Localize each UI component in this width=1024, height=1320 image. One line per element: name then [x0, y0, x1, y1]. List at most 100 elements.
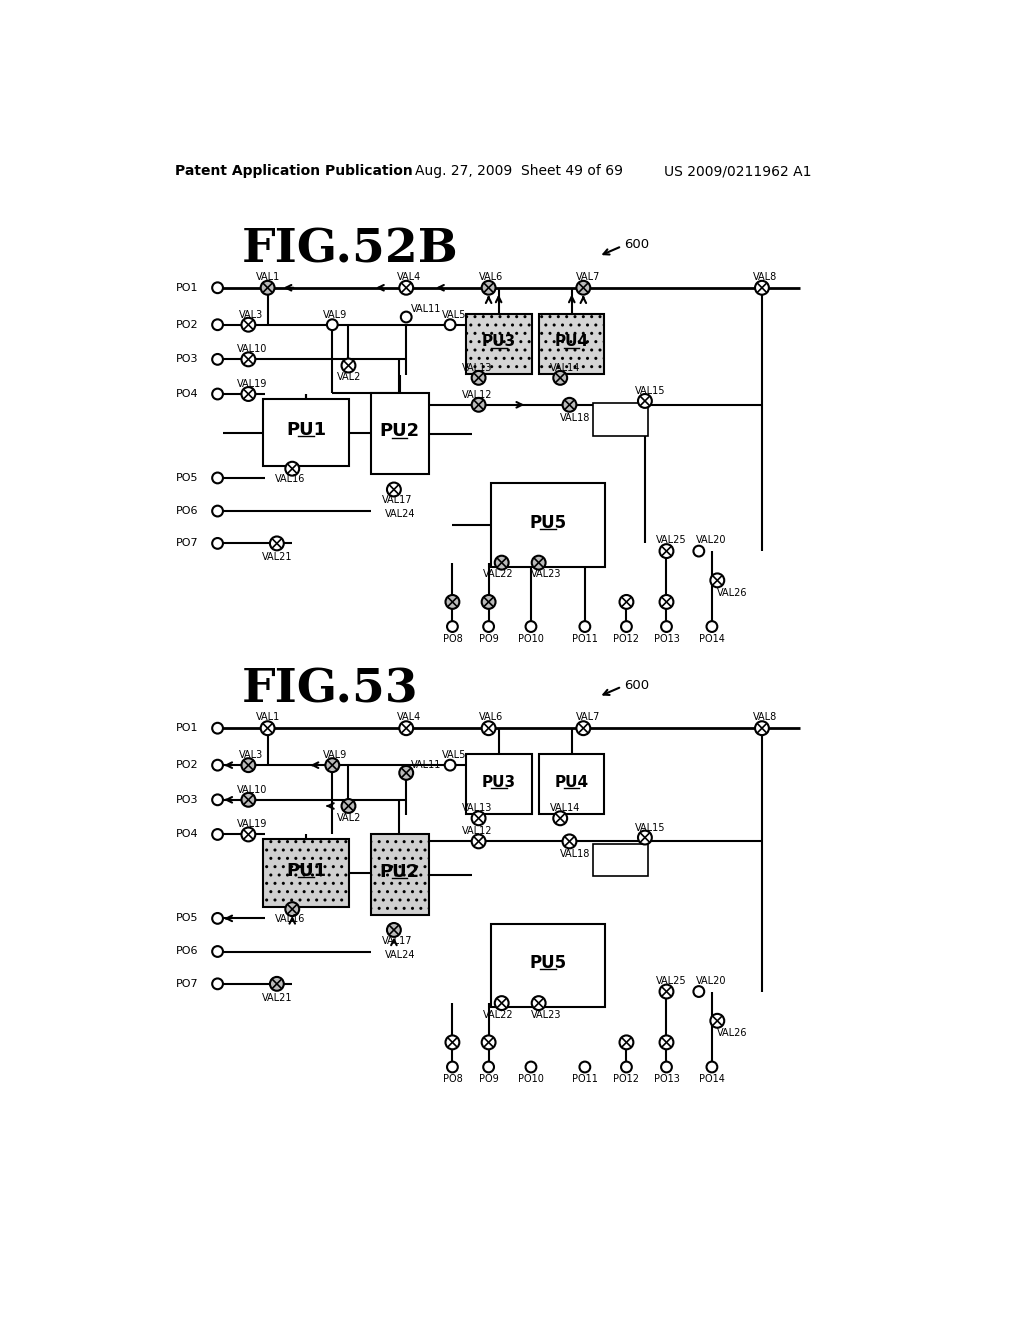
Circle shape: [399, 281, 413, 294]
Text: PO2: PO2: [176, 760, 199, 770]
Circle shape: [242, 793, 255, 807]
Text: VAL18: VAL18: [560, 850, 591, 859]
Text: VAL9: VAL9: [323, 750, 347, 760]
Circle shape: [693, 986, 705, 997]
Circle shape: [659, 985, 674, 998]
Circle shape: [261, 721, 274, 735]
Text: VAL25: VAL25: [655, 975, 686, 986]
Circle shape: [659, 544, 674, 558]
Circle shape: [212, 473, 223, 483]
Text: VAL26: VAL26: [717, 587, 748, 598]
Circle shape: [270, 536, 284, 550]
Circle shape: [400, 312, 412, 322]
Text: Patent Application Publication: Patent Application Publication: [175, 165, 413, 178]
Circle shape: [707, 1061, 717, 1072]
Circle shape: [495, 997, 509, 1010]
Text: PU1: PU1: [286, 421, 327, 440]
Circle shape: [399, 721, 413, 735]
Circle shape: [399, 766, 413, 780]
Circle shape: [531, 997, 546, 1010]
Circle shape: [212, 723, 223, 734]
Circle shape: [242, 758, 255, 772]
Circle shape: [580, 1061, 590, 1072]
Text: VAL16: VAL16: [275, 915, 306, 924]
Circle shape: [212, 946, 223, 957]
Circle shape: [212, 506, 223, 516]
Circle shape: [212, 354, 223, 364]
Circle shape: [212, 388, 223, 400]
Text: VAL6: VAL6: [479, 272, 504, 282]
Text: PO8: PO8: [442, 1074, 462, 1084]
Text: VAL24: VAL24: [385, 510, 415, 519]
Circle shape: [693, 545, 705, 557]
Text: VAL18: VAL18: [560, 413, 591, 422]
Text: PU1: PU1: [286, 862, 327, 879]
Text: VAL7: VAL7: [575, 272, 600, 282]
Circle shape: [270, 977, 284, 991]
Circle shape: [472, 834, 485, 849]
Text: US 2009/0211962 A1: US 2009/0211962 A1: [665, 165, 812, 178]
Bar: [490, 483, 605, 566]
Text: VAL13: VAL13: [462, 804, 493, 813]
Text: VAL23: VAL23: [531, 1010, 561, 1019]
Circle shape: [621, 1061, 632, 1072]
Text: VAL13: VAL13: [462, 363, 493, 372]
Text: PO4: PO4: [176, 829, 199, 840]
Text: PO10: PO10: [518, 1074, 544, 1084]
Text: VAL8: VAL8: [753, 713, 777, 722]
Circle shape: [580, 622, 590, 632]
Circle shape: [577, 721, 590, 735]
Circle shape: [242, 387, 255, 401]
Text: PO7: PO7: [176, 539, 199, 548]
Circle shape: [387, 923, 400, 937]
Text: VAL22: VAL22: [483, 1010, 514, 1019]
Text: VAL5: VAL5: [441, 750, 466, 760]
Circle shape: [472, 371, 485, 385]
Bar: [539, 755, 604, 814]
Circle shape: [212, 760, 223, 771]
Bar: [506, 932, 590, 999]
Bar: [593, 404, 648, 436]
Circle shape: [711, 573, 724, 587]
Circle shape: [212, 913, 223, 924]
Text: PO11: PO11: [572, 1074, 598, 1084]
Bar: [371, 834, 429, 915]
Circle shape: [620, 1035, 634, 1049]
Text: PO7: PO7: [176, 979, 199, 989]
Circle shape: [445, 1035, 460, 1049]
Text: PO1: PO1: [176, 282, 199, 293]
Circle shape: [326, 758, 339, 772]
Text: VAL20: VAL20: [695, 536, 726, 545]
Text: PO8: PO8: [442, 634, 462, 644]
Circle shape: [662, 1061, 672, 1072]
Text: VAL21: VAL21: [261, 993, 292, 1003]
Text: VAL12: VAL12: [462, 389, 493, 400]
Circle shape: [447, 1061, 458, 1072]
Bar: [263, 840, 349, 907]
Circle shape: [212, 795, 223, 805]
Circle shape: [242, 828, 255, 841]
Text: VAL25: VAL25: [655, 536, 686, 545]
Circle shape: [286, 903, 299, 916]
Circle shape: [472, 812, 485, 825]
Text: VAL24: VAL24: [385, 949, 415, 960]
Circle shape: [707, 622, 717, 632]
Text: VAL10: VAL10: [237, 345, 267, 354]
Text: PU4: PU4: [554, 334, 589, 350]
Text: VAL7: VAL7: [575, 713, 600, 722]
Circle shape: [327, 319, 338, 330]
Text: PO10: PO10: [518, 634, 544, 644]
Circle shape: [553, 812, 567, 825]
Text: 600: 600: [625, 238, 649, 251]
Text: VAL15: VAL15: [635, 385, 666, 396]
Text: VAL15: VAL15: [635, 822, 666, 833]
Text: PU2: PU2: [380, 863, 420, 880]
Text: VAL3: VAL3: [240, 750, 263, 760]
Bar: [466, 314, 531, 374]
Circle shape: [662, 622, 672, 632]
Text: VAL4: VAL4: [397, 713, 421, 722]
Text: VAL2: VAL2: [337, 372, 361, 381]
Circle shape: [261, 281, 274, 294]
Circle shape: [638, 830, 652, 845]
Text: PO13: PO13: [653, 1074, 679, 1084]
